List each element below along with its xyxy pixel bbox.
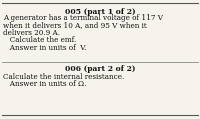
Text: delivers 20.9 A.: delivers 20.9 A. bbox=[3, 29, 60, 37]
Text: when it delivers 10 A, and 95 V when it: when it delivers 10 A, and 95 V when it bbox=[3, 22, 147, 30]
Text: 005 (part 1 of 2): 005 (part 1 of 2) bbox=[65, 8, 135, 16]
Text: A generator has a terminal voltage of 117 V: A generator has a terminal voltage of 11… bbox=[3, 14, 163, 22]
Text: Calculate the emf.: Calculate the emf. bbox=[3, 37, 76, 45]
Text: Answer in units of  V.: Answer in units of V. bbox=[3, 44, 86, 52]
Text: Calculate the internal resistance.: Calculate the internal resistance. bbox=[3, 73, 124, 81]
Text: Answer in units of Ω.: Answer in units of Ω. bbox=[3, 80, 86, 89]
Text: 006 (part 2 of 2): 006 (part 2 of 2) bbox=[65, 65, 135, 73]
